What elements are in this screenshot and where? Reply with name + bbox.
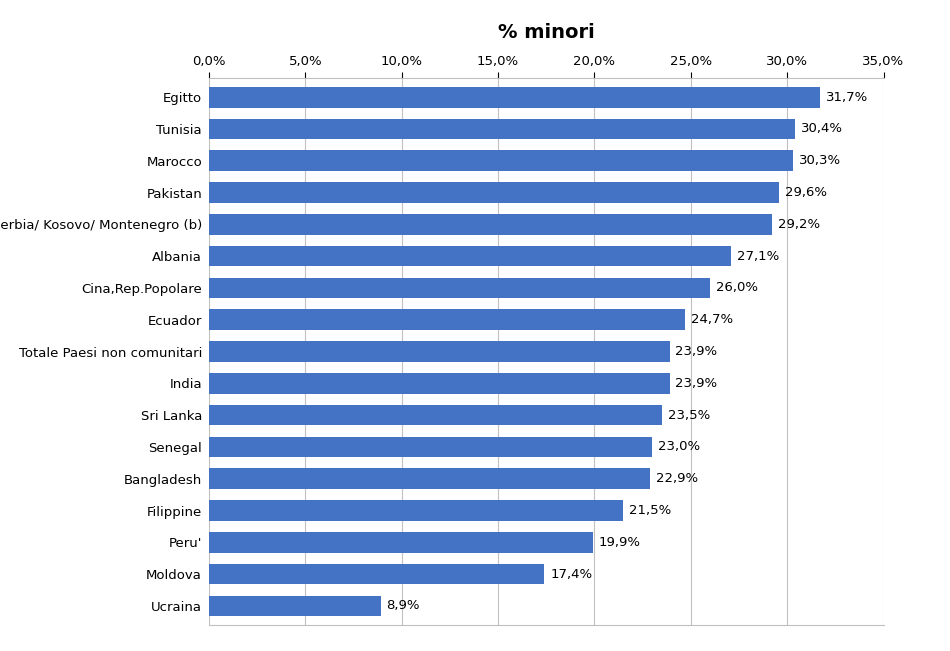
Bar (209, 405, 662, 426)
Text: 17,4%: 17,4% (550, 568, 592, 581)
Bar (209, 468, 651, 489)
Text: 30,4%: 30,4% (801, 122, 843, 135)
Bar (209, 277, 710, 298)
Bar (209, 596, 381, 616)
Bar (209, 500, 623, 521)
Text: 26,0%: 26,0% (716, 281, 758, 294)
Text: 23,9%: 23,9% (675, 377, 717, 390)
Text: 29,2%: 29,2% (777, 218, 820, 231)
Text: 23,9%: 23,9% (675, 345, 717, 358)
Text: 23,5%: 23,5% (668, 409, 710, 422)
Bar (209, 373, 670, 394)
Bar (209, 564, 544, 585)
Text: 8,9%: 8,9% (387, 600, 420, 613)
Text: 19,9%: 19,9% (598, 536, 640, 549)
Text: 23,0%: 23,0% (658, 441, 700, 453)
Bar (209, 246, 732, 266)
Bar (209, 214, 771, 235)
Bar (209, 341, 670, 362)
Bar (209, 150, 793, 171)
Bar (209, 118, 795, 139)
Text: 27,1%: 27,1% (737, 250, 779, 262)
Text: 24,7%: 24,7% (691, 313, 732, 326)
Text: 22,9%: 22,9% (656, 472, 698, 485)
Bar (209, 532, 593, 553)
Text: 29,6%: 29,6% (786, 186, 827, 199)
Bar (209, 182, 779, 203)
Bar (209, 309, 685, 330)
Bar (209, 87, 820, 107)
Text: 30,3%: 30,3% (799, 154, 841, 167)
Text: 21,5%: 21,5% (629, 504, 672, 517)
Title: % minori: % minori (498, 23, 595, 42)
Bar (209, 437, 653, 457)
Text: 31,7%: 31,7% (826, 90, 868, 104)
